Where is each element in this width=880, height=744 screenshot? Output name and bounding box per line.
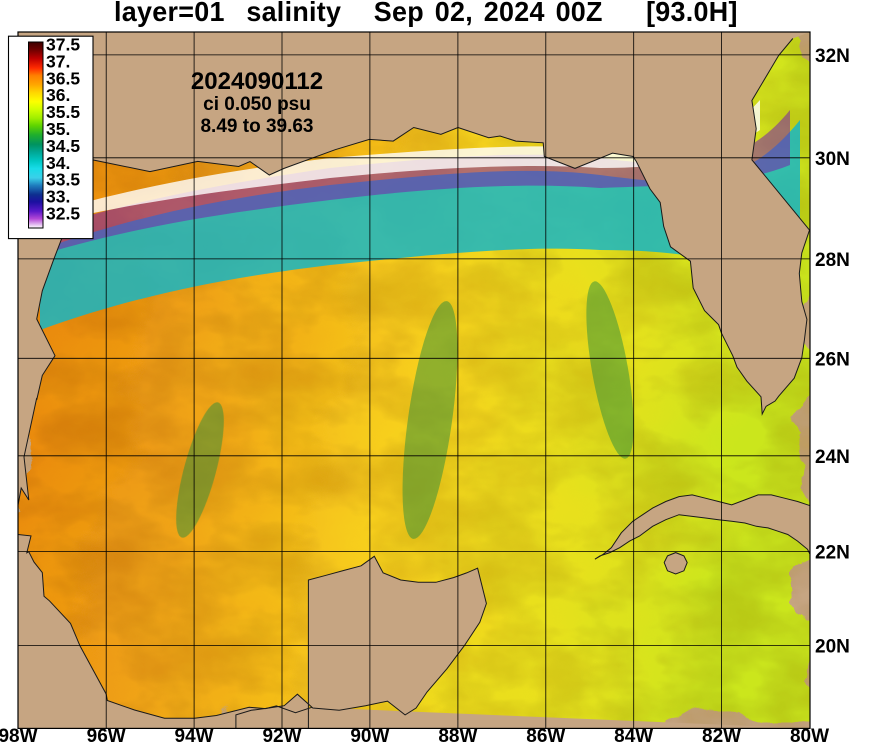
svg-text:20N: 20N (815, 637, 850, 658)
svg-text:ci 0.050 psu: ci 0.050 psu (203, 94, 311, 115)
svg-text:80W: 80W (790, 726, 829, 744)
svg-text:86W: 86W (526, 726, 565, 744)
svg-text:30N: 30N (815, 149, 850, 170)
svg-text:8.49 to 39.63: 8.49 to 39.63 (200, 116, 313, 137)
svg-text:94W: 94W (175, 726, 214, 744)
svg-text:2024090112: 2024090112 (191, 68, 323, 95)
svg-text:22N: 22N (815, 543, 850, 564)
svg-text:32.5: 32.5 (46, 204, 80, 224)
svg-text:84W: 84W (614, 726, 653, 744)
svg-text:24N: 24N (815, 447, 850, 468)
svg-text:82W: 82W (702, 726, 741, 744)
svg-text:96W: 96W (87, 726, 126, 744)
svg-text:92W: 92W (262, 726, 301, 744)
svg-text:88W: 88W (438, 726, 477, 744)
svg-text:28N: 28N (815, 250, 850, 271)
svg-text:90W: 90W (350, 726, 389, 744)
svg-text:32N: 32N (815, 46, 850, 67)
svg-text:26N: 26N (815, 349, 850, 370)
svg-text:98W: 98W (0, 726, 38, 744)
